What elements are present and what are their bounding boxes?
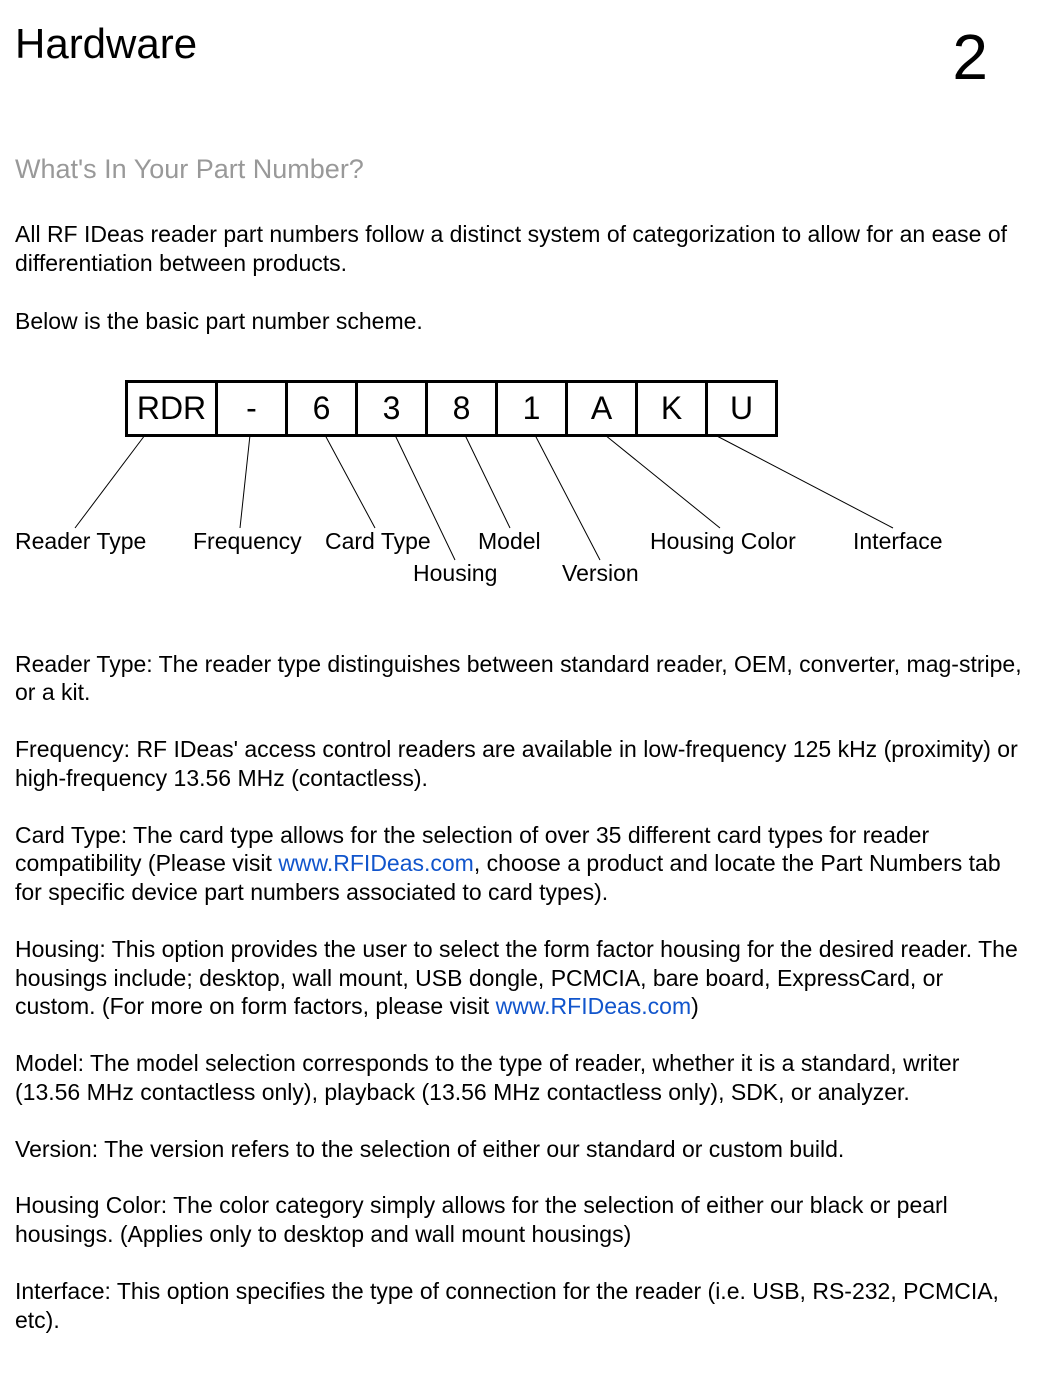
def-housing: Housing: This option provides the user t… <box>15 935 1028 1021</box>
def-frequency: Frequency: RF IDeas' access control read… <box>15 735 1028 793</box>
link-rfideas-2[interactable]: www.RFIDeas.com <box>496 993 692 1019</box>
cell-6: 6 <box>287 381 357 435</box>
cell-8: 8 <box>427 381 497 435</box>
part-number-boxes: RDR - 6 3 8 1 A K U <box>125 380 778 437</box>
cell-a: A <box>567 381 637 435</box>
def-model: Model: The model selection corresponds t… <box>15 1049 1028 1107</box>
label-housing: Housing <box>413 560 497 587</box>
label-model: Model <box>478 528 541 555</box>
def-interface: Interface: This option specifies the typ… <box>15 1277 1028 1335</box>
cell-k: K <box>637 381 707 435</box>
def-housing-color: Housing Color: The color category simply… <box>15 1191 1028 1249</box>
label-card-type: Card Type <box>325 528 431 555</box>
cell-dash: - <box>217 381 287 435</box>
label-housing-color: Housing Color <box>650 528 796 555</box>
intro-paragraph: All RF IDeas reader part numbers follow … <box>15 220 1028 278</box>
link-rfideas-1[interactable]: www.RFIDeas.com <box>278 850 474 876</box>
scheme-intro: Below is the basic part number scheme. <box>15 308 1028 335</box>
cell-1: 1 <box>497 381 567 435</box>
label-reader-type: Reader Type <box>15 528 146 555</box>
page-title: Hardware <box>15 20 197 68</box>
def-card-type: Card Type: The card type allows for the … <box>15 821 1028 907</box>
label-interface: Interface <box>853 528 943 555</box>
cell-u: U <box>707 381 777 435</box>
label-version: Version <box>562 560 639 587</box>
part-number-diagram: RDR - 6 3 8 1 A K U Reader Type Frequenc… <box>15 380 1028 580</box>
header-row: Hardware 2 <box>15 20 1028 94</box>
definitions-block: Reader Type: The reader type distinguish… <box>15 650 1028 1335</box>
section-heading: What's In Your Part Number? <box>15 154 1028 185</box>
cell-rdr: RDR <box>127 381 217 435</box>
label-frequency: Frequency <box>193 528 302 555</box>
def-version: Version: The version refers to the selec… <box>15 1135 1028 1164</box>
page-number: 2 <box>952 20 988 94</box>
cell-3: 3 <box>357 381 427 435</box>
def-reader-type: Reader Type: The reader type distinguish… <box>15 650 1028 708</box>
def-housing-post: ) <box>691 993 699 1019</box>
